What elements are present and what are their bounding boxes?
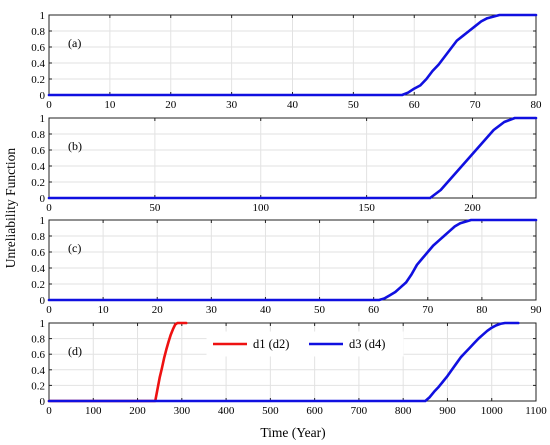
y-tick-label: 0.8 <box>31 334 45 346</box>
x-tick-label: 80 <box>531 99 543 111</box>
y-tick-label: 0.8 <box>31 231 45 243</box>
x-tick-label: 100 <box>85 405 102 417</box>
x-tick-label: 70 <box>470 99 482 111</box>
x-tick-label: 10 <box>98 304 110 316</box>
x-tick-label: 90 <box>531 304 543 316</box>
x-tick-label: 700 <box>351 405 368 417</box>
x-tick-label: 50 <box>149 202 161 214</box>
x-tick-label: 70 <box>422 304 434 316</box>
series-line-d3-d4- <box>47 321 520 403</box>
x-tick-label: 500 <box>262 405 279 417</box>
x-tick-label: 80 <box>476 304 488 316</box>
series-line-panel2-0 <box>47 116 538 200</box>
y-tick-label: 0.4 <box>31 365 45 377</box>
series-line-panel1-0 <box>47 13 538 97</box>
y-tick-label: 0.2 <box>31 74 45 86</box>
x-tick-label: 1000 <box>481 405 504 417</box>
y-tick-label: 1 <box>40 215 46 227</box>
x-tick-label: 800 <box>395 405 412 417</box>
y-tick-label: 0.4 <box>31 263 45 275</box>
y-tick-label: 1 <box>40 318 46 330</box>
y-tick-label: 0 <box>40 90 46 102</box>
x-tick-label: 40 <box>287 99 299 111</box>
y-tick-label: 0.2 <box>31 279 45 291</box>
panel-3: 0 10 20 30 40 50 60 70 80 90 0 0.2 0.4 0.6 0.8 1 (c) <box>31 215 542 316</box>
y-tick-label: 0.6 <box>31 247 45 259</box>
x-tick-label: 30 <box>226 99 238 111</box>
axes-box <box>48 117 537 199</box>
panel-label: (b) <box>68 139 82 153</box>
y-tick-label: 0 <box>40 295 46 307</box>
x-axis-title: Time (Year) <box>260 425 325 440</box>
x-tick-label: 600 <box>306 405 323 417</box>
y-tick-label: 0.6 <box>31 42 45 54</box>
x-tick-label: 300 <box>174 405 191 417</box>
x-tick-label: 50 <box>348 99 360 111</box>
x-tick-label: 0 <box>46 405 52 417</box>
panel-label: (c) <box>68 241 81 255</box>
x-tick-label: 60 <box>409 99 421 111</box>
x-tick-label: 50 <box>314 304 326 316</box>
x-tick-label: 900 <box>439 405 456 417</box>
y-tick-label: 0.4 <box>31 58 45 70</box>
x-tick-label: 150 <box>358 202 375 214</box>
panel-1: 0 10 20 30 40 50 60 70 80 0 0.2 0.4 0.6 0.8 1 (a) <box>31 10 542 111</box>
legend: d1 (d2) d3 (d4) <box>206 331 404 357</box>
axes-box <box>48 219 537 301</box>
y-tick-label: 0 <box>40 193 46 205</box>
x-tick-label: 200 <box>129 405 146 417</box>
x-tick-label: 0 <box>46 304 52 316</box>
x-tick-label: 30 <box>206 304 218 316</box>
x-tick-label: 100 <box>252 202 269 214</box>
panel-4: 0 100 200 300 400 500 600 700 800 900 1000 1100 0 0.2… <box>31 318 547 417</box>
x-tick-label: 1100 <box>525 405 547 417</box>
y-tick-label: 0.6 <box>31 349 45 361</box>
y-tick-label: 0 <box>40 396 46 408</box>
y-tick-label: 0.6 <box>31 145 45 157</box>
x-tick-label: 200 <box>464 202 481 214</box>
legend-label: d3 (d4) <box>349 337 385 351</box>
series-line-panel3-0 <box>47 218 538 302</box>
y-tick-label: 1 <box>40 113 46 125</box>
y-tick-label: 0.8 <box>31 129 45 141</box>
panel-label: (a) <box>68 36 81 50</box>
x-tick-label: 40 <box>260 304 272 316</box>
series-line-d1-d2- <box>47 321 188 403</box>
y-tick-label: 0.2 <box>31 380 45 392</box>
x-tick-label: 20 <box>165 99 177 111</box>
x-tick-label: 20 <box>152 304 164 316</box>
panel-label: (d) <box>68 344 82 358</box>
y-tick-label: 1 <box>40 10 46 22</box>
legend-label: d1 (d2) <box>253 337 289 351</box>
x-tick-label: 400 <box>218 405 235 417</box>
x-tick-label: 60 <box>368 304 380 316</box>
panel-2: 0 50 100 150 200 0 0.2 0.4 0.6 0.8 1 (b) <box>31 113 538 214</box>
y-tick-label: 0.2 <box>31 177 45 189</box>
y-tick-label: 0.8 <box>31 26 45 38</box>
x-tick-label: 0 <box>46 99 52 111</box>
x-tick-label: 0 <box>46 202 52 214</box>
y-tick-label: 0.4 <box>31 161 45 173</box>
x-tick-label: 10 <box>104 99 116 111</box>
y-axis-title: Unreliability Function <box>3 148 18 269</box>
